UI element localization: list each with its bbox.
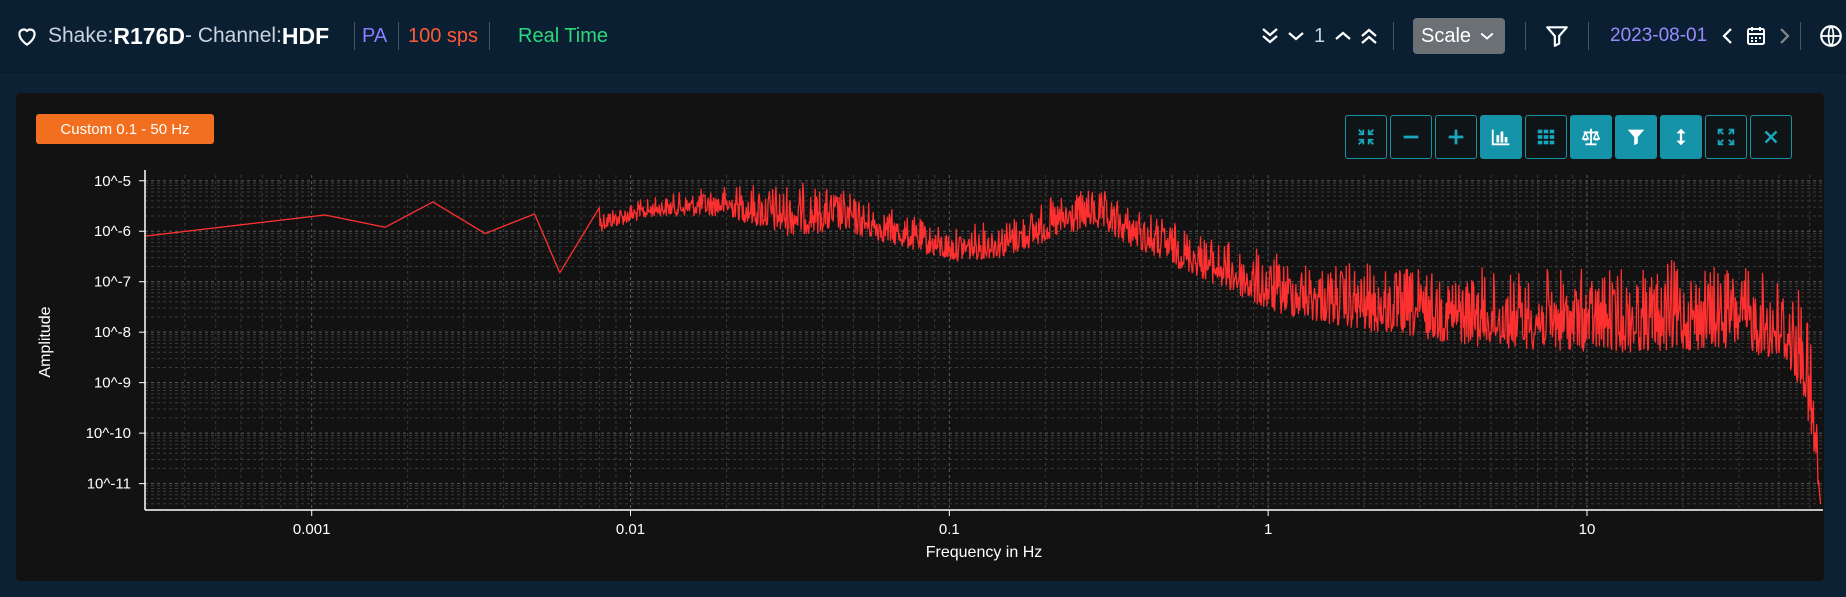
compress-button[interactable] (1345, 115, 1387, 159)
zoom-in-icon (1448, 129, 1464, 145)
chevron-down-icon[interactable] (1284, 24, 1308, 48)
network-code: PA (362, 24, 388, 47)
heart-outline-icon (18, 28, 36, 46)
vertical-scale-button[interactable] (1660, 115, 1702, 159)
chart-axes: 0.001 0.01 0.1 1 10 10^-5 10^-6 10^-7 10^-8 10^-9… (86, 170, 1823, 538)
grid-icon (1537, 129, 1555, 145)
x-tick-label: 10 (1579, 521, 1596, 538)
chevron-left-icon[interactable] (1716, 24, 1740, 48)
compress-icon (1358, 129, 1374, 145)
expand-icon (1717, 128, 1735, 146)
step-value: 1 (1314, 24, 1326, 47)
filter-icon (1627, 129, 1645, 146)
close-button[interactable] (1750, 115, 1792, 159)
step-nav: 1 (1258, 0, 1381, 72)
divider (398, 22, 399, 50)
divider (1588, 22, 1589, 50)
scale-dropdown[interactable]: Scale (1413, 18, 1505, 54)
y-tick-label: 10^-7 (94, 274, 131, 291)
divider (1525, 22, 1526, 50)
zoom-out-button[interactable] (1390, 115, 1432, 159)
spectrum-line (144, 182, 1822, 504)
y-tick-label: 10^-9 (94, 375, 131, 392)
chevron-right-icon[interactable] (1772, 24, 1796, 48)
divider (489, 22, 490, 50)
divider (354, 22, 355, 50)
filter-badge[interactable]: Custom 0.1 - 50 Hz (36, 114, 214, 144)
bar-chart-icon (1491, 129, 1510, 146)
vertical-arrows-icon (1676, 128, 1686, 146)
shake-id: R176D (113, 22, 185, 49)
bar-chart-button[interactable] (1480, 115, 1522, 159)
y-tick-label: 10^-6 (94, 223, 131, 240)
x-axis-label: Frequency in Hz (926, 544, 1043, 561)
y-tick-label: 10^-5 (94, 173, 131, 190)
zoom-in-button[interactable] (1435, 115, 1477, 159)
zoom-out-icon (1403, 135, 1419, 139)
double-chevron-up-icon[interactable] (1357, 24, 1381, 48)
globe-icon (1820, 25, 1842, 47)
y-tick-label: 10^-11 (87, 476, 131, 493)
map-button[interactable] (1818, 0, 1844, 72)
chevron-down-icon (1480, 32, 1494, 40)
filter-icon (1546, 26, 1568, 47)
favorite-button[interactable] (14, 0, 40, 72)
shake-label: Shake: (48, 24, 114, 47)
realtime-toggle[interactable]: Real Time (518, 24, 609, 47)
x-tick-label: 0.01 (616, 521, 645, 538)
double-chevron-down-icon[interactable] (1258, 24, 1282, 48)
channel-id: HDF (281, 22, 330, 49)
filter-button[interactable] (1544, 0, 1570, 72)
y-tick-label: 10^-8 (94, 324, 131, 341)
y-tick-label: 10^-10 (86, 425, 131, 442)
scale-label: Scale (1420, 24, 1472, 47)
x-tick-label: 0.001 (293, 521, 331, 538)
divider (1393, 22, 1394, 50)
top-bar: Shake: R176D - Channel: HDF PA 100 sps R… (0, 0, 1846, 73)
chart-grid (144, 175, 1823, 511)
date-value[interactable]: 2023-08-01 (1610, 25, 1708, 46)
y-axis-label: Amplitude (37, 306, 54, 377)
date-nav (1716, 0, 1796, 72)
x-tick-label: 0.1 (939, 521, 960, 538)
station-title: Shake: R176D - Channel: HDF (48, 0, 329, 72)
sample-rate: 100 sps (408, 24, 479, 47)
channel-label: - Channel: (185, 24, 282, 47)
calendar-icon[interactable] (1744, 24, 1768, 48)
close-icon (1764, 130, 1778, 144)
expand-button[interactable] (1705, 115, 1747, 159)
x-tick-label: 1 (1264, 521, 1272, 538)
balance-scale-icon (1581, 128, 1601, 146)
grid-button[interactable] (1525, 115, 1567, 159)
chart-toolbar (1345, 115, 1792, 159)
chevron-up-icon[interactable] (1331, 24, 1355, 48)
filter-toggle-button[interactable] (1615, 115, 1657, 159)
balance-button[interactable] (1570, 115, 1612, 159)
chart-series (144, 182, 1822, 504)
divider (1800, 22, 1801, 50)
